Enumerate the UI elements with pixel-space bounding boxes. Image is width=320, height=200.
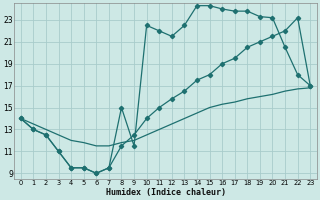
X-axis label: Humidex (Indice chaleur): Humidex (Indice chaleur) (106, 188, 226, 197)
